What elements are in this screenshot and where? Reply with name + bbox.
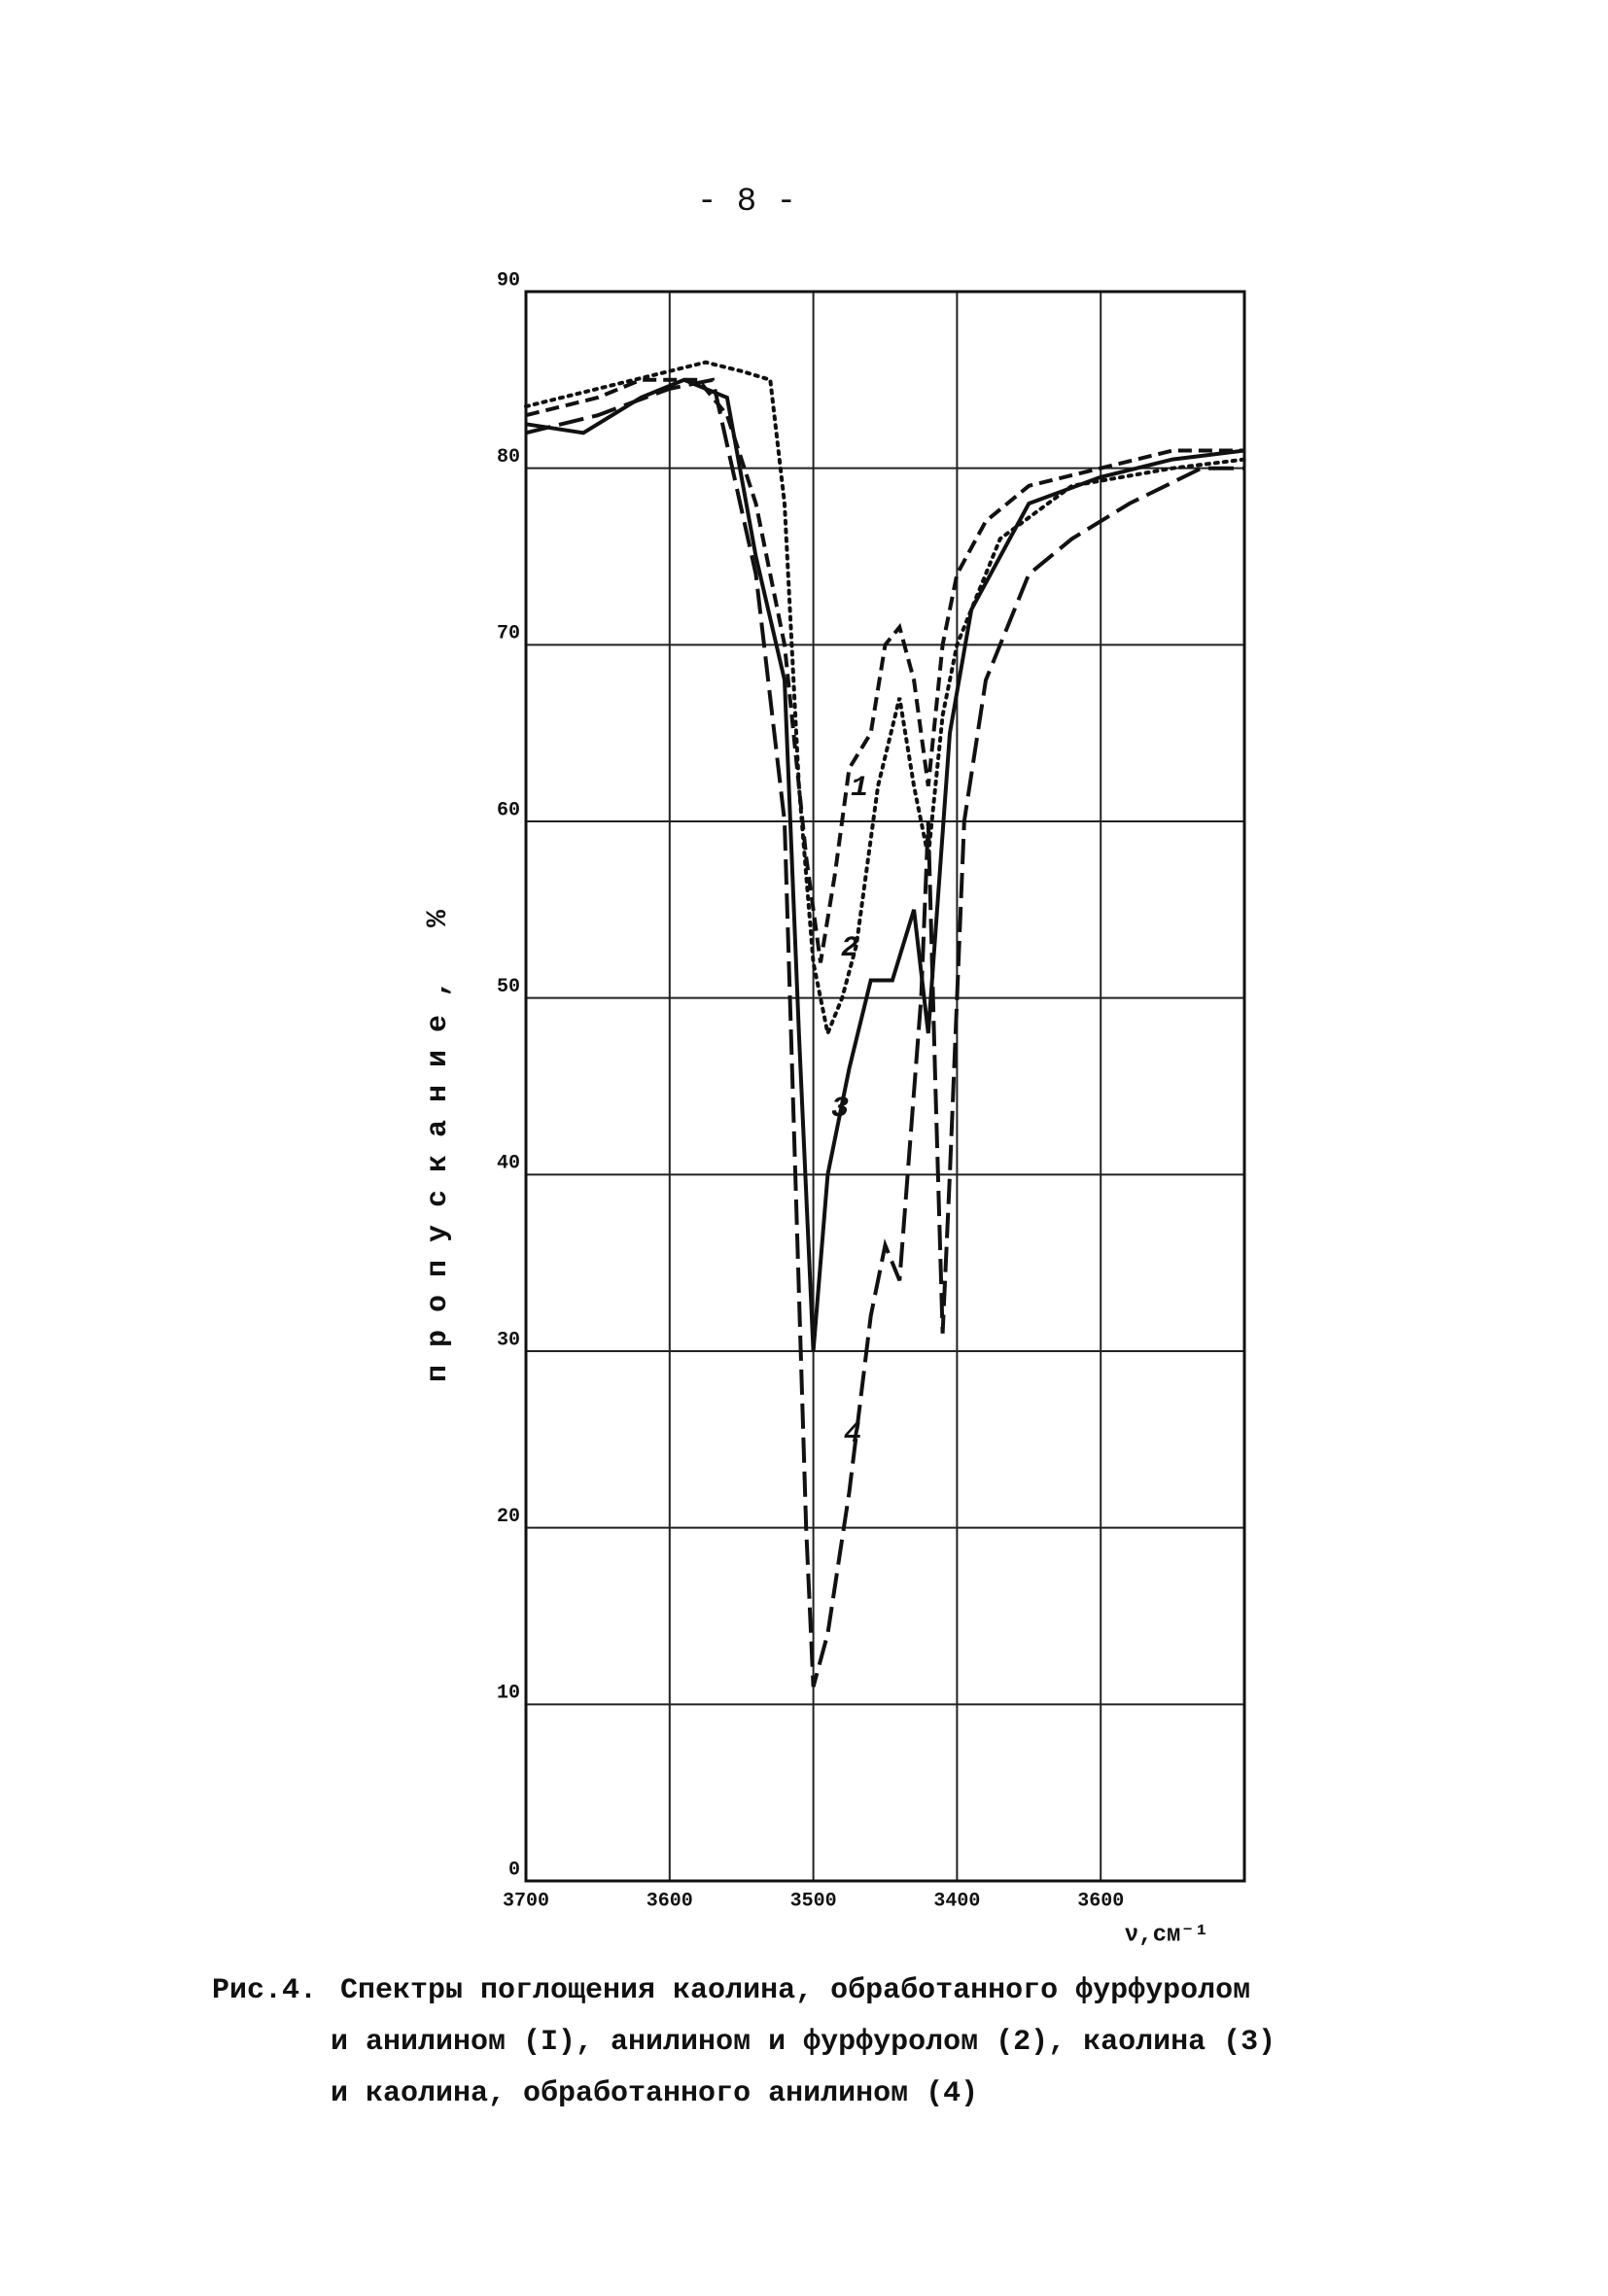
y-tick-label: 80	[497, 446, 520, 469]
series-label: 3	[831, 1093, 849, 1126]
series-label: 2	[841, 932, 858, 965]
y-tick-label: 60	[497, 799, 520, 821]
caption-line: Спектры поглощения каолина, обработанног…	[340, 1974, 1250, 2007]
plot-frame	[524, 290, 1246, 1883]
y-tick-label: 10	[497, 1683, 520, 1705]
series-label: 4	[844, 1418, 861, 1451]
caption-label: Рис.4.	[212, 1974, 317, 2007]
series-line	[524, 360, 1246, 1040]
series-label: 1	[851, 772, 868, 805]
x-tick-label: 3600	[647, 1890, 693, 1912]
page-number: - 8 -	[697, 184, 796, 221]
caption-line: и анилином (I), анилином и фурфуролом (2…	[331, 2026, 1276, 2059]
y-axis-label: пропускание, %	[422, 892, 455, 1382]
caption-line: и каолина, обработанного анилином (4)	[331, 2077, 978, 2110]
y-tick-label: 70	[497, 623, 520, 645]
series-line	[525, 377, 1244, 1687]
x-tick-label: 3600	[1077, 1890, 1124, 1912]
series-line	[525, 377, 1245, 1352]
x-tick-label: 3400	[933, 1890, 980, 1912]
y-tick-label: 40	[497, 1153, 520, 1175]
y-tick-label: 0	[508, 1859, 520, 1881]
y-tick-label: 90	[497, 269, 520, 292]
y-tick-label: 30	[497, 1329, 520, 1351]
x-tick-label: 3700	[503, 1890, 549, 1912]
y-tick-label: 50	[497, 976, 520, 998]
x-tick-label: 3500	[790, 1890, 837, 1912]
x-axis-label: ν,см⁻¹	[1125, 1922, 1208, 1948]
y-tick-label: 20	[497, 1506, 520, 1528]
